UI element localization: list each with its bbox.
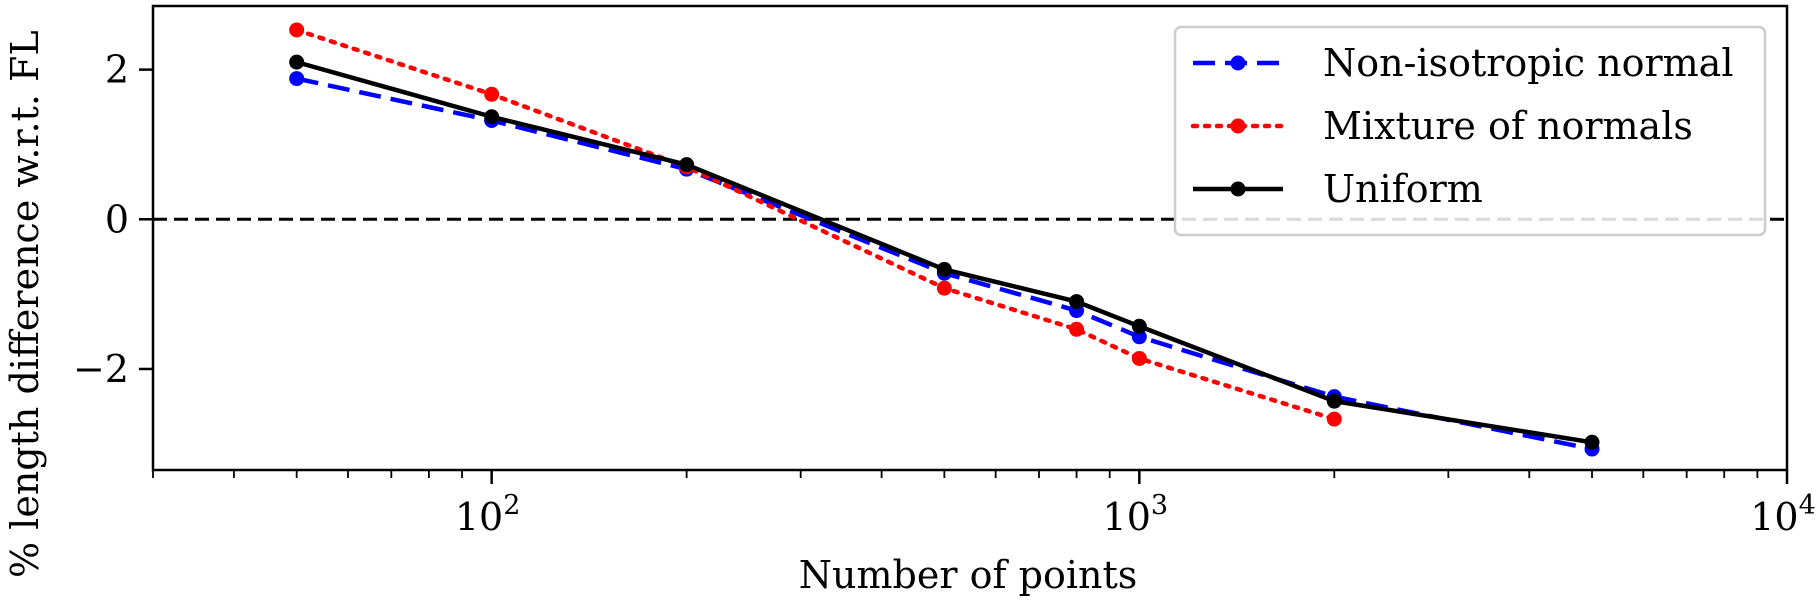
y-tick-label: 0: [105, 197, 129, 241]
x-tick-label-base: 10: [1103, 495, 1151, 539]
data-point-uniform-7: [1584, 434, 1600, 450]
data-point-mixture-of-normals-1: [484, 86, 500, 102]
data-point-uniform-4: [1069, 294, 1085, 310]
data-point-uniform-0: [289, 54, 305, 70]
data-point-mixture-of-normals-0: [289, 22, 305, 38]
data-point-mixture-of-normals-3: [936, 280, 952, 296]
plot-frame: [151, 4, 1789, 472]
data-point-mixture-of-normals-6: [1326, 411, 1342, 427]
series-line-uniform: [296, 59, 1593, 445]
legend-marker-non-isotropic-normal: [1230, 55, 1246, 71]
data-point-mixture-of-normals-4: [1069, 321, 1085, 337]
x-tick-label: 102: [455, 490, 521, 539]
y-axis-title: % length difference w.r.t. FL: [3, 30, 47, 578]
data-point-uniform-6: [1326, 393, 1342, 409]
legend-label-mixture-of-normals: Mixture of normals: [1323, 104, 1693, 148]
data-point-non-isotropic-normal-0: [289, 71, 305, 87]
x-tick-label-exponent: 3: [1151, 490, 1168, 521]
legend-label-non-isotropic-normal: Non-isotropic normal: [1323, 41, 1734, 85]
x-tick-label-exponent: 4: [1799, 490, 1816, 521]
data-point-non-isotropic-normal-5: [1131, 329, 1147, 345]
data-point-uniform-1: [484, 109, 500, 125]
data-point-uniform-5: [1131, 318, 1147, 334]
legend-label-uniform: Uniform: [1323, 167, 1483, 211]
series-line-non-isotropic-normal: [296, 76, 1593, 452]
data-point-uniform-2: [679, 157, 695, 173]
legend-marker-mixture-of-normals: [1230, 118, 1246, 134]
data-point-mixture-of-normals-5: [1131, 350, 1147, 366]
data-point-uniform-3: [936, 261, 952, 277]
x-tick-label: 104: [1750, 490, 1816, 539]
x-tick-label-exponent: 2: [503, 490, 520, 521]
x-tick-label-base: 10: [455, 495, 503, 539]
x-tick-label-base: 10: [1750, 495, 1798, 539]
y-tick-label: −2: [73, 347, 129, 391]
legend-marker-uniform: [1230, 181, 1246, 197]
y-tick-label: 2: [105, 48, 129, 92]
x-axis-title: Number of points: [799, 553, 1137, 597]
x-tick-label: 103: [1103, 490, 1169, 539]
legend-box: [1173, 25, 1767, 237]
